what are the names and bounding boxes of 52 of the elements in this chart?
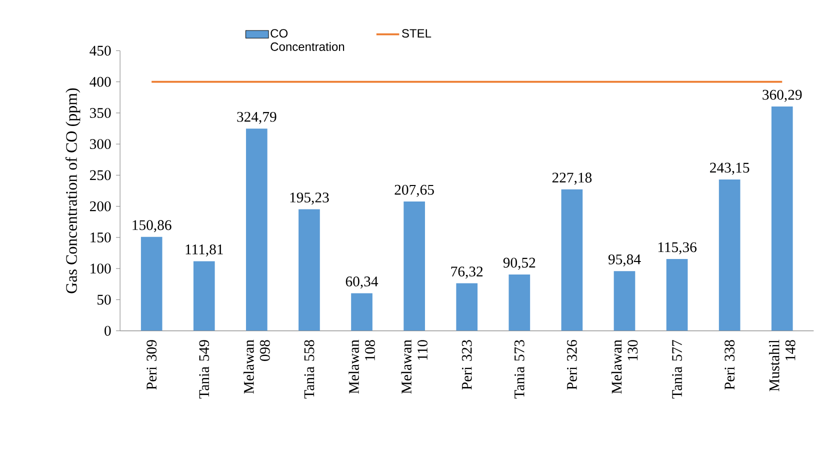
bar: [771, 106, 793, 331]
y-tick-label: 300: [90, 139, 111, 150]
bar: [351, 293, 372, 331]
data-label: 207,65: [394, 184, 434, 197]
x-tick-label: Tania 577: [672, 340, 682, 399]
bar: [298, 209, 320, 331]
data-label: 243,15: [710, 162, 750, 175]
x-tick-label: Peri 338: [724, 340, 735, 390]
bar: [614, 271, 636, 331]
data-label: 111,81: [186, 244, 223, 257]
data-label: 90,52: [503, 258, 536, 270]
bar: [508, 274, 530, 331]
x-tick-label: Tania 558: [304, 340, 314, 399]
y-tick-label: 350: [90, 108, 111, 118]
y-tick-label: 250: [90, 170, 111, 180]
x-tick-label: Peri 323: [462, 340, 472, 390]
data-label: 60,34: [346, 276, 378, 289]
bar: [140, 236, 162, 331]
y-tick-label: 400: [90, 76, 111, 87]
y-tick-label: 200: [90, 201, 111, 212]
x-tick-label: Tania 549: [199, 340, 210, 399]
bar: [561, 189, 583, 331]
data-label: 115,36: [658, 242, 697, 254]
x-tick-label: Peri 326: [567, 340, 577, 390]
bar: [404, 202, 425, 331]
bar: [246, 128, 268, 331]
data-label: 95,84: [608, 254, 641, 267]
y-tick-label: 450: [90, 46, 111, 56]
data-label: 360,29: [762, 90, 802, 102]
data-label: 324,79: [237, 112, 276, 124]
y-tick-label: 0: [104, 326, 111, 336]
x-tick-label: Peri 309: [146, 340, 157, 390]
x-tick-label: Melawan 110: [401, 340, 428, 394]
legend-label: STEL: [402, 29, 432, 38]
x-tick-label: Mustahil 148: [768, 340, 796, 392]
data-label: 195,23: [290, 192, 329, 205]
data-label: 227,18: [552, 172, 592, 185]
y-tick-label: 150: [90, 232, 111, 242]
y-tick-label: 100: [90, 264, 111, 274]
bar: [718, 180, 740, 331]
bar: [193, 261, 215, 331]
x-tick-label: Melawan 098: [244, 340, 270, 394]
legend-label: CO Concentration: [270, 29, 344, 52]
bar: [456, 283, 478, 331]
data-label: 150,86: [132, 220, 172, 232]
bar: [666, 259, 688, 331]
x-tick-label: Tania 573: [514, 340, 524, 399]
x-tick-label: Melawan 130: [611, 340, 638, 394]
y-axis-title: Gas Concentration of CO (ppm): [65, 88, 80, 294]
data-label: 76,32: [451, 266, 483, 279]
x-tick-label: Melawan 108: [348, 340, 375, 394]
y-tick-label: 50: [98, 294, 111, 305]
